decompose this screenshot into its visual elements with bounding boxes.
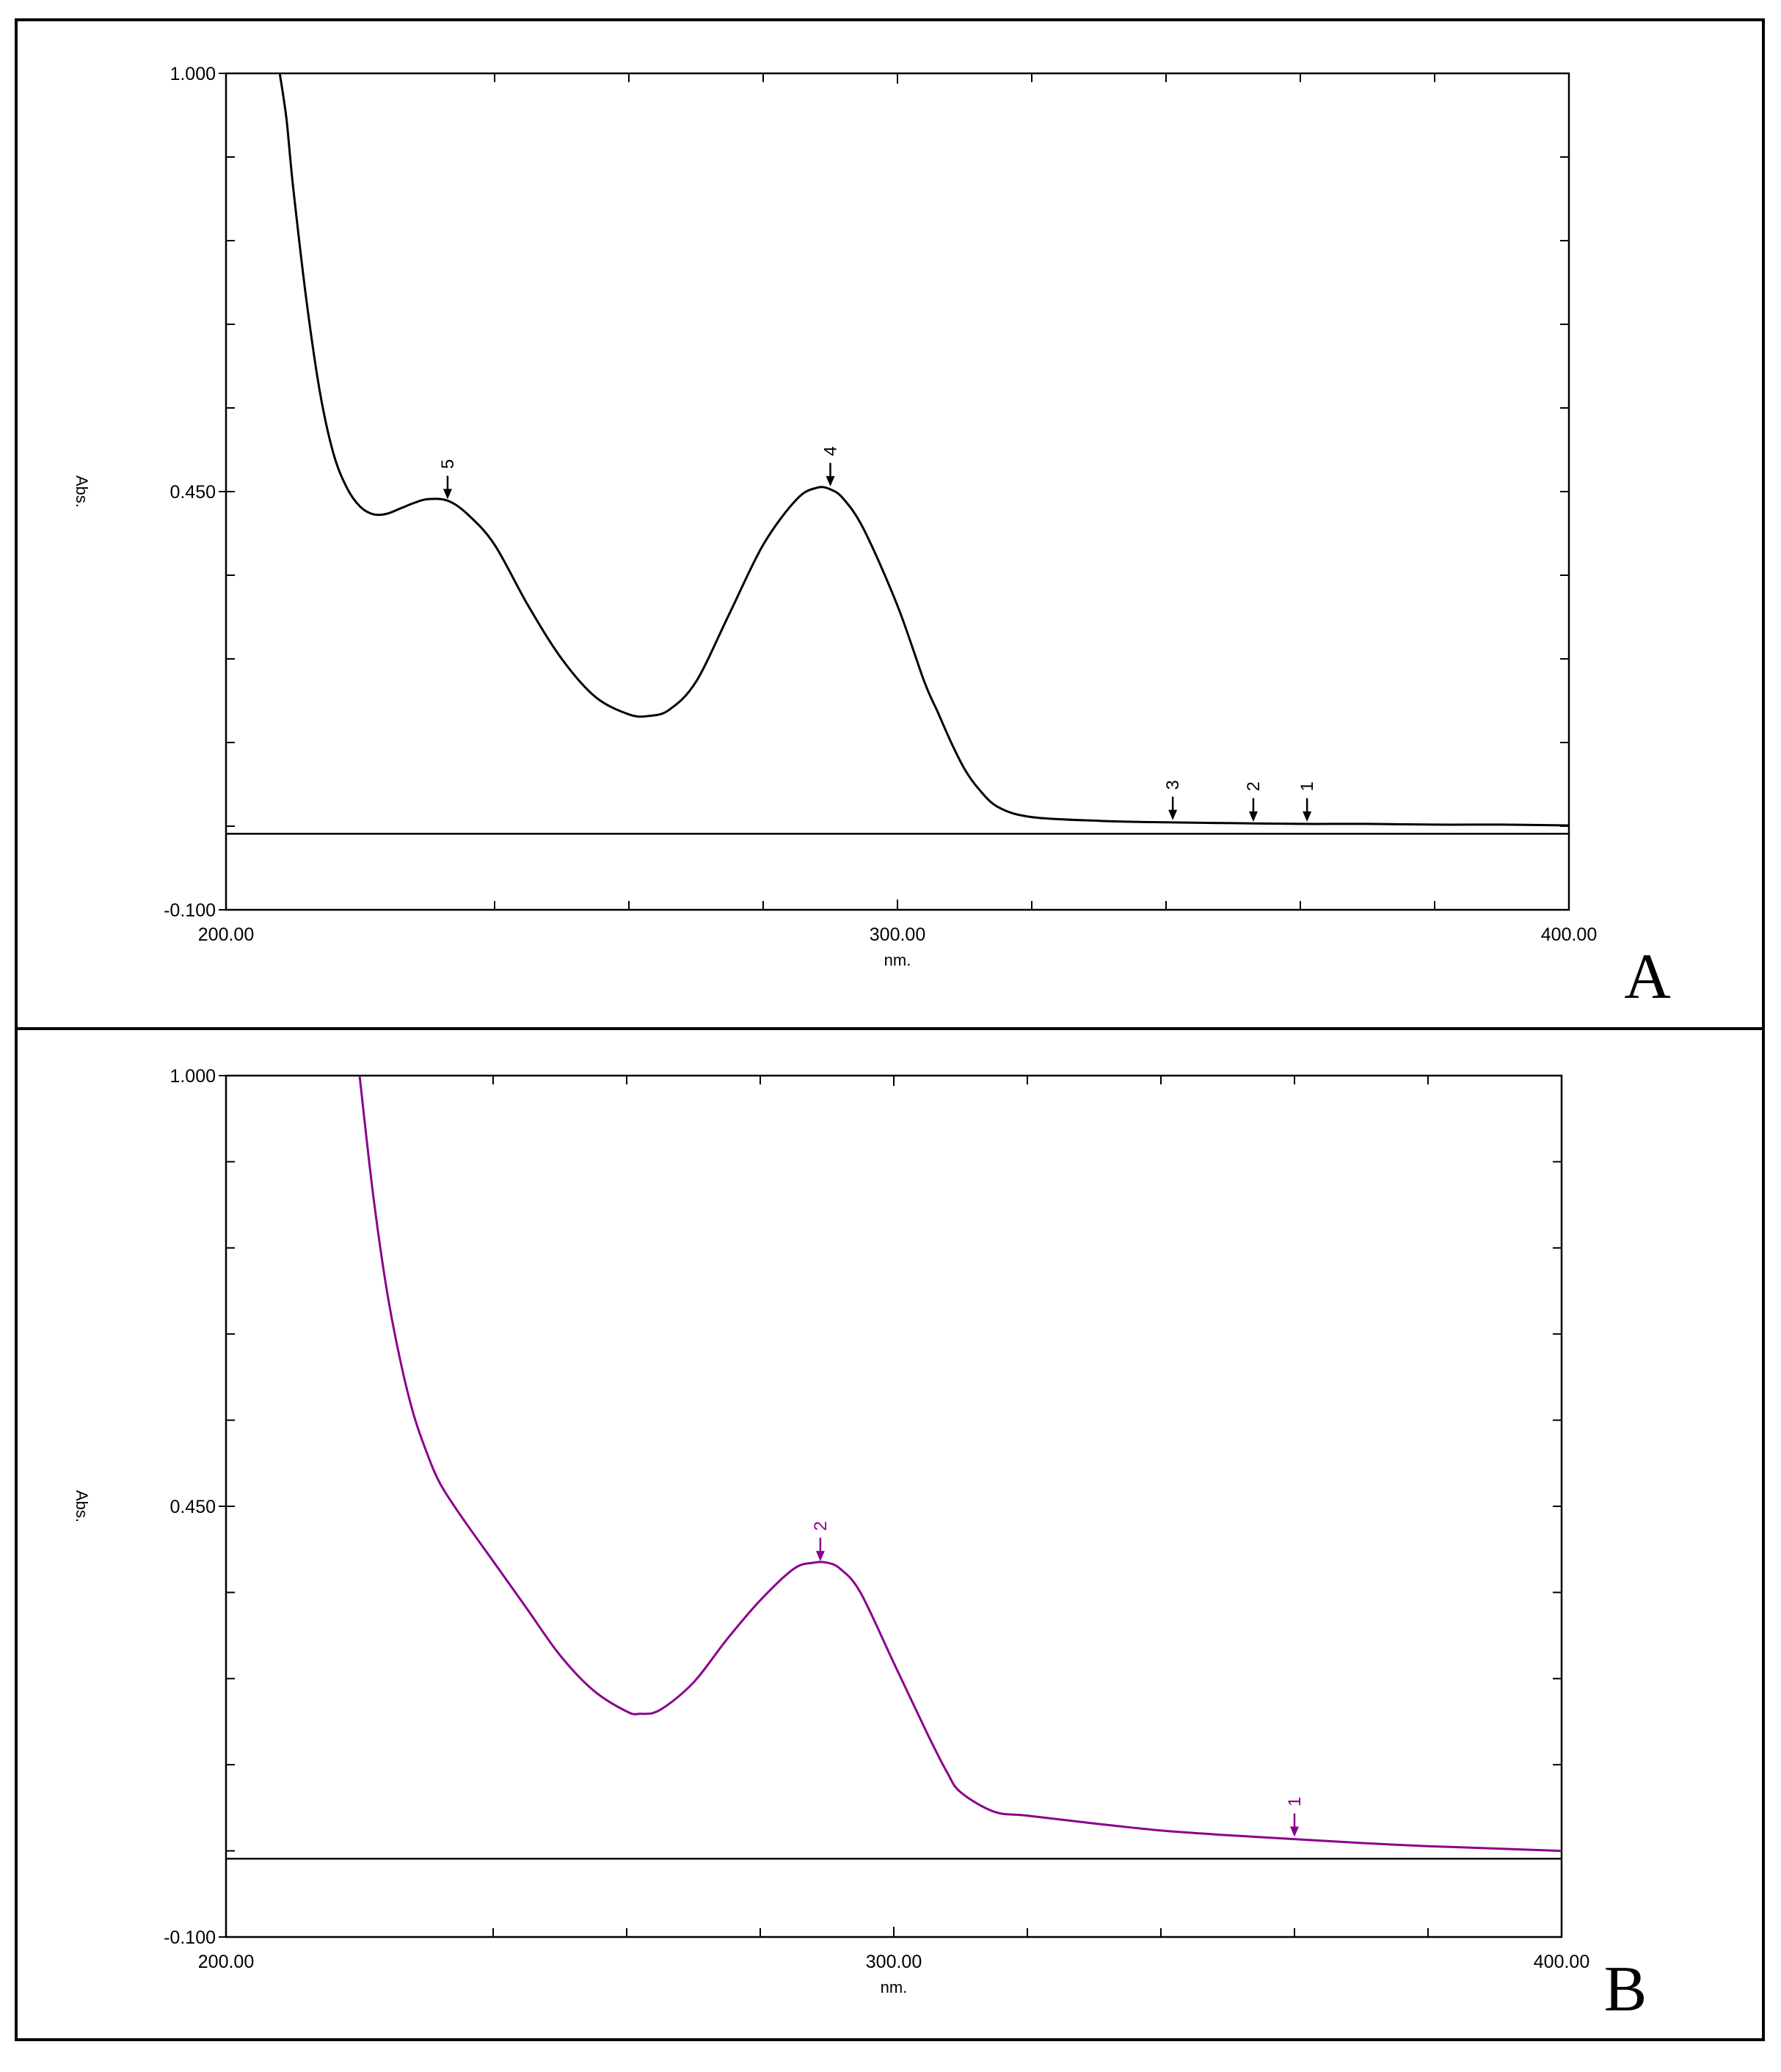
x-tick-label: 200.00 [198, 924, 254, 945]
y-tick-label: 0.450 [170, 1497, 216, 1517]
x-axis-label: nm. [881, 1978, 908, 1996]
panel-a: 200.00 300.00 400.00 1.000 0.450 -0.100 nm. Abs… [73, 64, 1671, 1013]
peak-label: 1 [1297, 781, 1317, 791]
peak-label: 4 [821, 446, 841, 456]
panel-b: 200.00 300.00 400.00 1.000 0.450 -0.100 nm. Abs… [73, 1066, 1647, 2025]
peak-arrow-head [815, 1550, 825, 1561]
y-tick-label: 0.450 [170, 482, 216, 503]
panel-letter: B [1604, 1954, 1647, 2025]
y-axis-label: Abs. [73, 475, 91, 508]
y-axis-label: Abs. [73, 1490, 91, 1522]
peak-arrow-head [442, 489, 452, 500]
peak-label: 2 [811, 1521, 831, 1531]
peak-arrow-head [1168, 809, 1178, 820]
peak-arrow-head [1290, 1826, 1299, 1837]
y-tick-label: 1.000 [170, 64, 216, 84]
x-tick-label: 400.00 [1534, 1952, 1589, 1972]
y-tick-label: -0.100 [164, 1927, 216, 1948]
x-tick-label: 300.00 [870, 924, 925, 945]
peak-label: 2 [1244, 781, 1264, 791]
x-tick-label: 200.00 [198, 1952, 254, 1972]
absorbance-spectrum-line [358, 1075, 1562, 1853]
x-tick-label: 300.00 [866, 1952, 922, 1972]
absorbance-spectrum-line [278, 73, 1570, 827]
x-axis-label: nm. [884, 951, 911, 969]
x-tick-label: 400.00 [1541, 924, 1597, 945]
peak-label: 5 [438, 459, 458, 469]
panel-letter: A [1624, 941, 1671, 1013]
y-tick-label: -0.100 [164, 900, 216, 921]
peak-label: 3 [1163, 780, 1183, 789]
panel-b-border [15, 1027, 1765, 2041]
peak-arrow-head [1303, 811, 1312, 822]
peak-arrow-head [826, 475, 835, 486]
peak-arrow-head [1248, 811, 1258, 822]
peak-label: 1 [1285, 1797, 1305, 1806]
y-tick-label: 1.000 [170, 1066, 216, 1087]
